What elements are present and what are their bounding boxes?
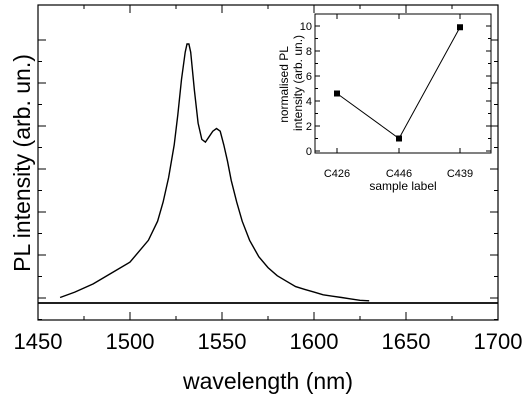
inset-y-tick-label: 4: [306, 96, 312, 108]
main-x-axis-title: wavelength (nm): [182, 368, 353, 394]
inset-y-tick-label: 6: [306, 71, 312, 83]
inset-data-point: [396, 135, 402, 142]
main-x-tick-label: 1450: [14, 329, 63, 354]
inset-tick-marks: [315, 14, 491, 153]
inset-data-point: [334, 90, 340, 97]
inset-markers: [334, 24, 463, 142]
inset-y-axis-title-line-2: intensity (arb. un.): [291, 35, 305, 131]
inset-x-tick-labels: C426 C446 C439: [324, 168, 473, 180]
main-x-tick-label: 1550: [198, 329, 247, 354]
main-x-tick-label: 1500: [106, 329, 155, 354]
main-x-tick-labels: 1450 1500 1550 1600 1650 1700: [14, 329, 523, 354]
inset-y-axis-title: normalised PL intensity (arb. un.): [277, 35, 305, 131]
inset-x-tick-label: C426: [324, 168, 350, 180]
inset-y-axis-title-line-1: normalised PL: [277, 46, 291, 123]
inset-data-point: [457, 24, 463, 31]
inset-plot-frame: [314, 13, 492, 154]
inset-y-tick-label: 2: [306, 121, 312, 133]
inset-background: [286, 14, 491, 166]
inset-x-tick-label: C446: [386, 168, 412, 180]
main-series-line: [59, 43, 370, 302]
inset-y-tick-label: 10: [300, 21, 312, 33]
main-tick-marks: [37, 5, 499, 320]
inset-y-tick-label: 0: [306, 146, 312, 158]
main-x-tick-label: 1700: [474, 329, 523, 354]
inset-x-tick-label: C439: [447, 168, 473, 180]
inset-x-axis-title: sample label: [369, 179, 436, 193]
inset-y-tick-labels: 0 2 4 6 8 10: [300, 21, 312, 158]
main-x-tick-label: 1650: [382, 329, 431, 354]
main-x-tick-label: 1600: [290, 329, 339, 354]
inset-y-tick-label: 8: [306, 46, 312, 58]
main-y-axis-title: PL intensity (arb. un.): [9, 54, 35, 272]
